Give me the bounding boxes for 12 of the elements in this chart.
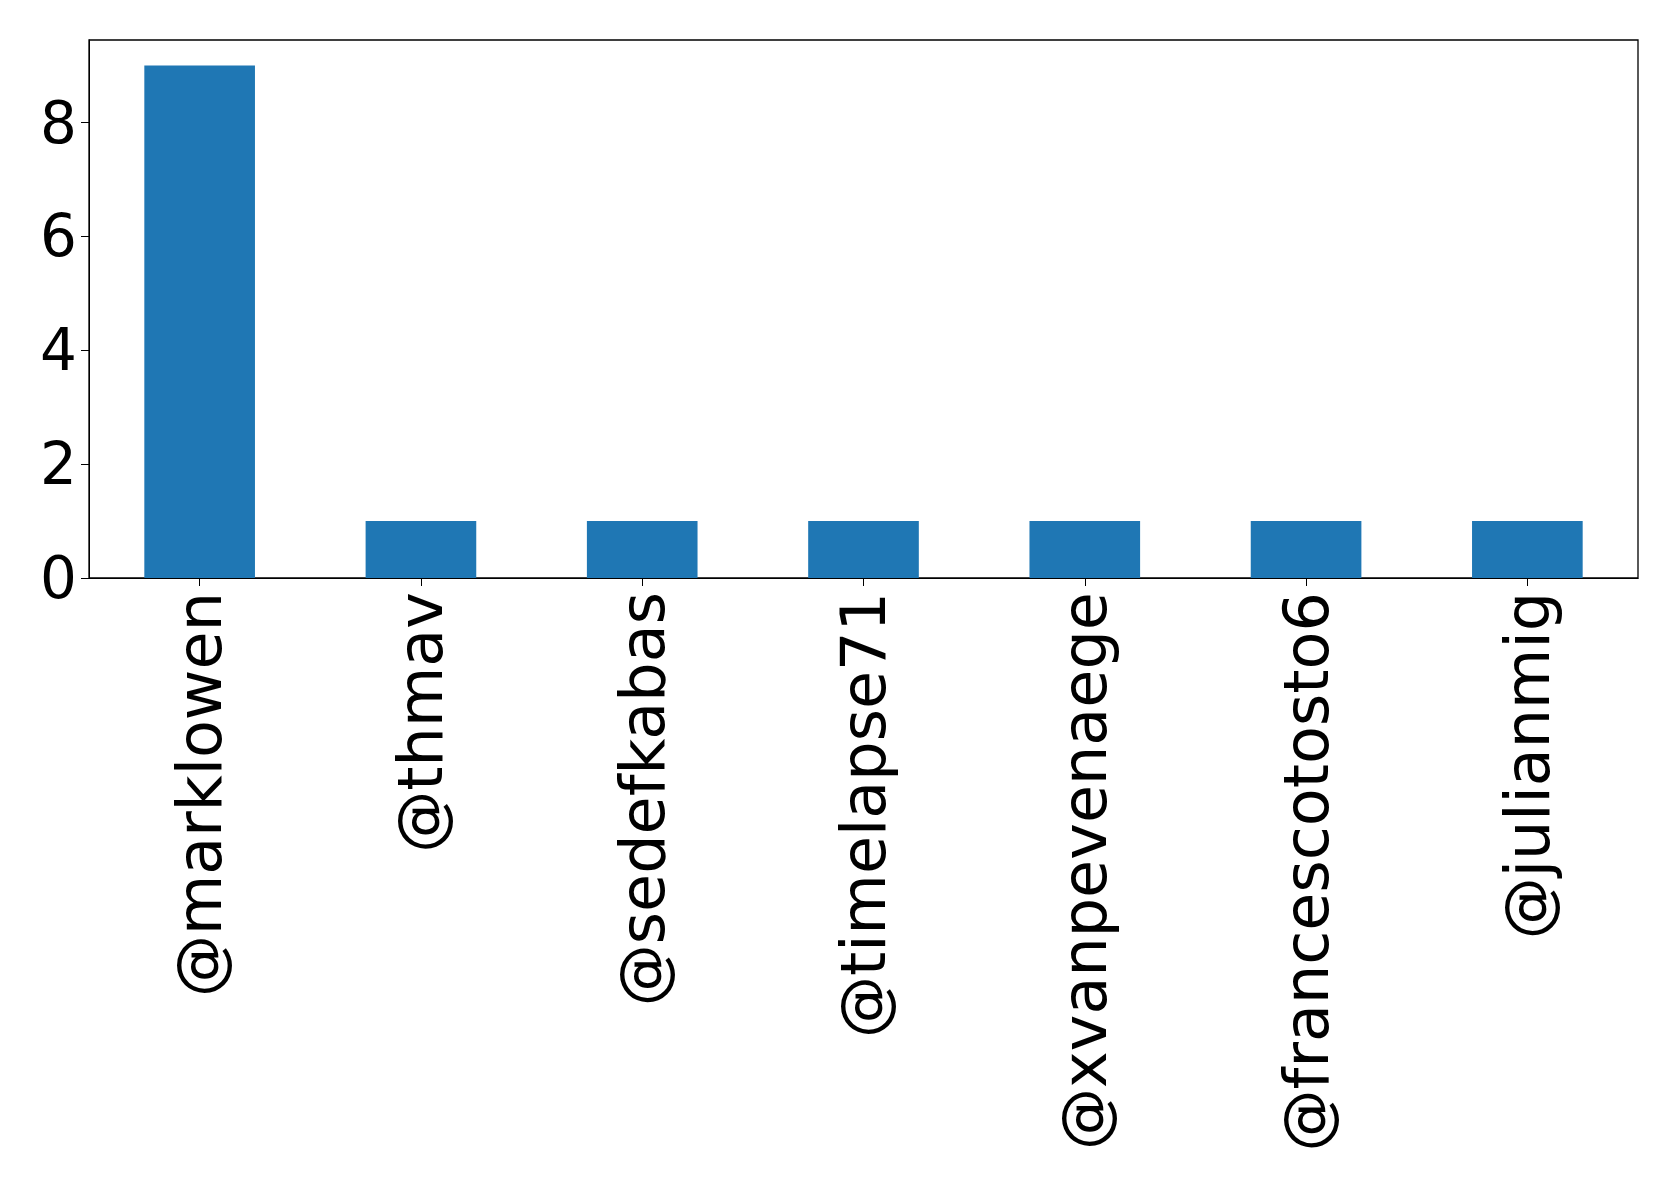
x-tick-label: @francescotosto6 [1269,592,1343,1152]
x-tick-label: @julianmig [1490,592,1564,940]
y-tick-label: 2 [40,430,77,499]
y-tick-label: 0 [40,544,77,612]
x-tick-label: @sedefkabas [605,592,679,1007]
y-tick-label: 4 [40,316,77,385]
y-tick-label: 8 [40,88,77,157]
x-tick-label: @thmav [384,592,458,853]
x-tick-label: @timelapse71 [827,592,900,1038]
x-tick-label: @marklowen [163,592,237,998]
y-tick-label: 6 [40,202,77,271]
x-tick-label: @xvanpevenaege [1048,592,1122,1150]
